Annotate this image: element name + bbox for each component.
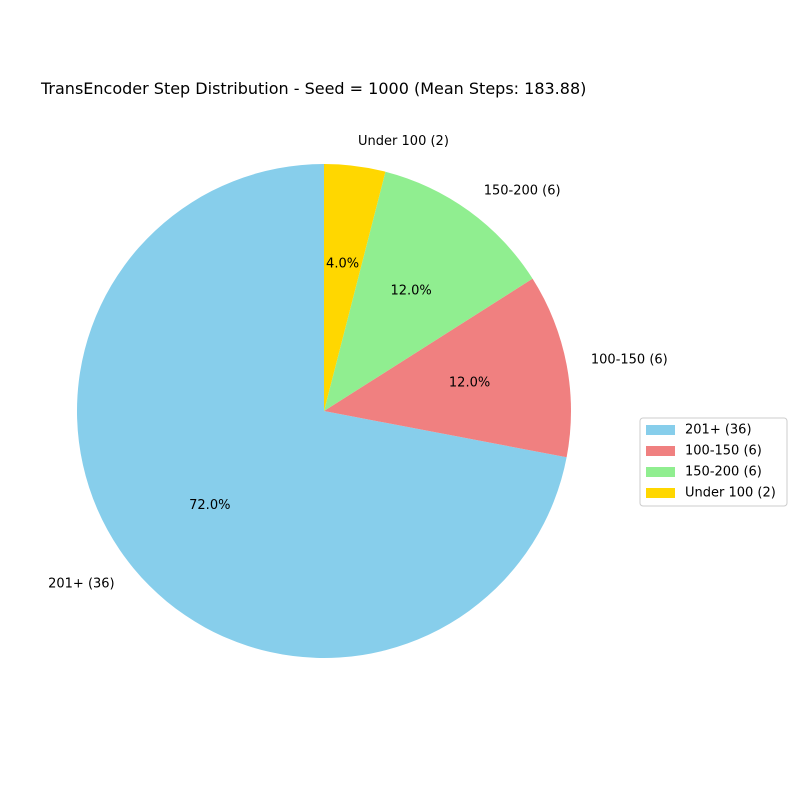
pie-slices <box>77 164 571 658</box>
legend-swatch-150-200-6 <box>646 467 675 477</box>
legend-swatch-201-36 <box>646 425 675 435</box>
percent-label-150-200-6: 12.0% <box>390 284 431 299</box>
percent-label-under-100-2: 4.0% <box>326 256 359 271</box>
percent-labels: 72.0% 12.0% 12.0% 4.0% <box>189 256 490 512</box>
legend-swatch-100-150-6 <box>646 446 675 456</box>
legend-label-100-150-6: 100-150 (6) <box>685 444 762 459</box>
pie-slice-under-100-2 <box>324 164 386 411</box>
legend-label-under-100-2: Under 100 (2) <box>685 486 776 501</box>
pie-slice-201-36 <box>77 164 567 658</box>
legend-label-201-36: 201+ (36) <box>685 423 752 438</box>
percent-label-201-36: 72.0% <box>189 498 230 513</box>
percent-label-100-150-6: 12.0% <box>449 376 490 391</box>
pie-slice-150-200-6 <box>324 171 533 411</box>
legend-swatch-under-100-2 <box>646 488 675 498</box>
slice-label-under-100-2: Under 100 (2) <box>358 134 449 149</box>
slice-label-201-36: 201+ (36) <box>48 577 115 592</box>
legend-label-150-200-6: 150-200 (6) <box>685 465 762 480</box>
slice-label-150-200-6: 150-200 (6) <box>484 184 561 199</box>
legend: 201+ (36) 100-150 (6) 150-200 (6) Under 100… <box>639 417 788 507</box>
slice-label-100-150-6: 100-150 (6) <box>591 353 668 368</box>
legend-frame <box>639 417 788 507</box>
pie-slice-100-150-6 <box>324 278 571 458</box>
chart-title: TransEncoder Step Distribution - Seed = … <box>40 79 586 98</box>
slice-labels: 201+ (36) 100-150 (6) 150-200 (6) Under 100… <box>48 134 668 592</box>
